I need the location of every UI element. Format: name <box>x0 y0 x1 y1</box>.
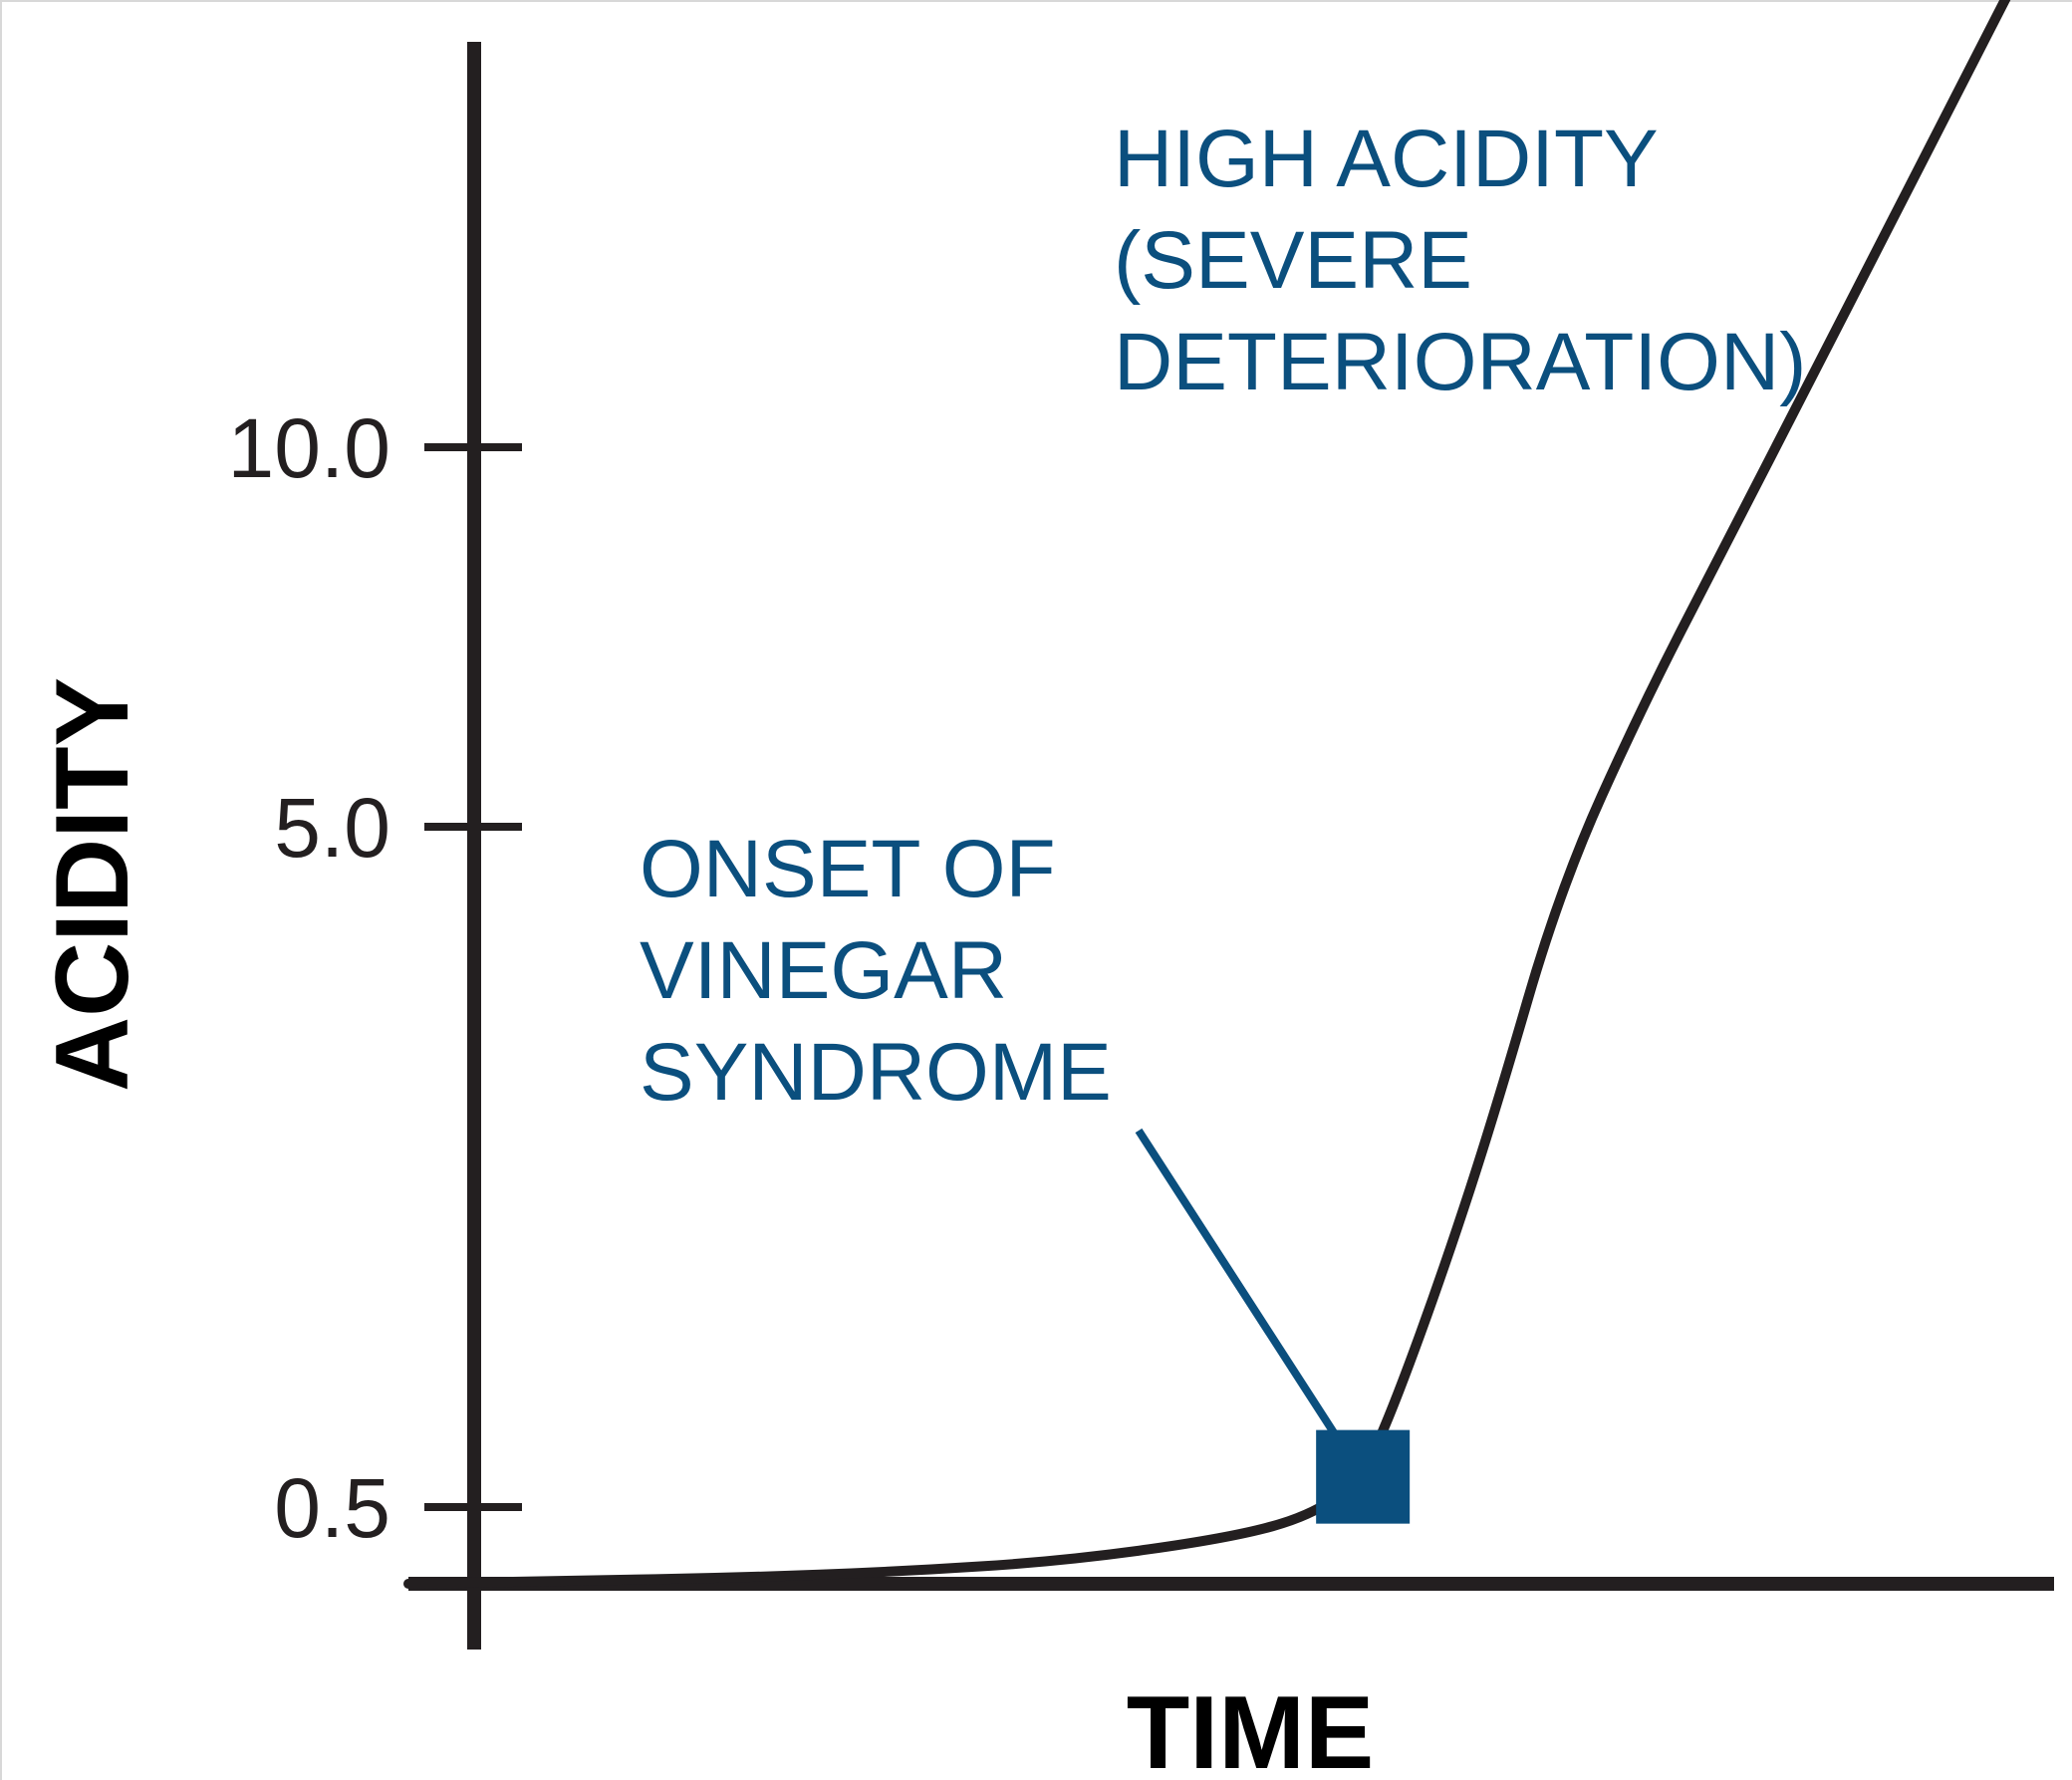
y-axis-ticks: 0.5 5.0 10.0 <box>228 401 522 1555</box>
onset-annotation-line-2: VINEGAR <box>640 925 1007 1016</box>
y-tick-label: 0.5 <box>274 1461 390 1555</box>
y-tick-label: 5.0 <box>274 781 390 875</box>
high-acidity-annotation: HIGH ACIDITY (SEVERE DETERIORATION) <box>1114 114 1806 407</box>
high-annotation-line-2: (SEVERE <box>1114 215 1472 306</box>
onset-leader-line <box>1135 1128 1341 1440</box>
onset-annotation-line-3: SYNDROME <box>640 1027 1112 1118</box>
y-axis-title: ACIDITY <box>35 677 150 1092</box>
onset-marker-square <box>1316 1429 1411 1524</box>
onset-annotation: ONSET OF VINEGAR SYNDROME <box>640 824 1112 1118</box>
onset-annotation-line-1: ONSET OF <box>640 824 1056 914</box>
acidity-curve <box>403 0 2011 1589</box>
x-axis-title: TIME <box>1127 1675 1374 1780</box>
high-annotation-line-1: HIGH ACIDITY <box>1114 114 1657 204</box>
high-annotation-line-3: DETERIORATION) <box>1114 317 1806 407</box>
y-tick-label: 10.0 <box>228 401 391 495</box>
